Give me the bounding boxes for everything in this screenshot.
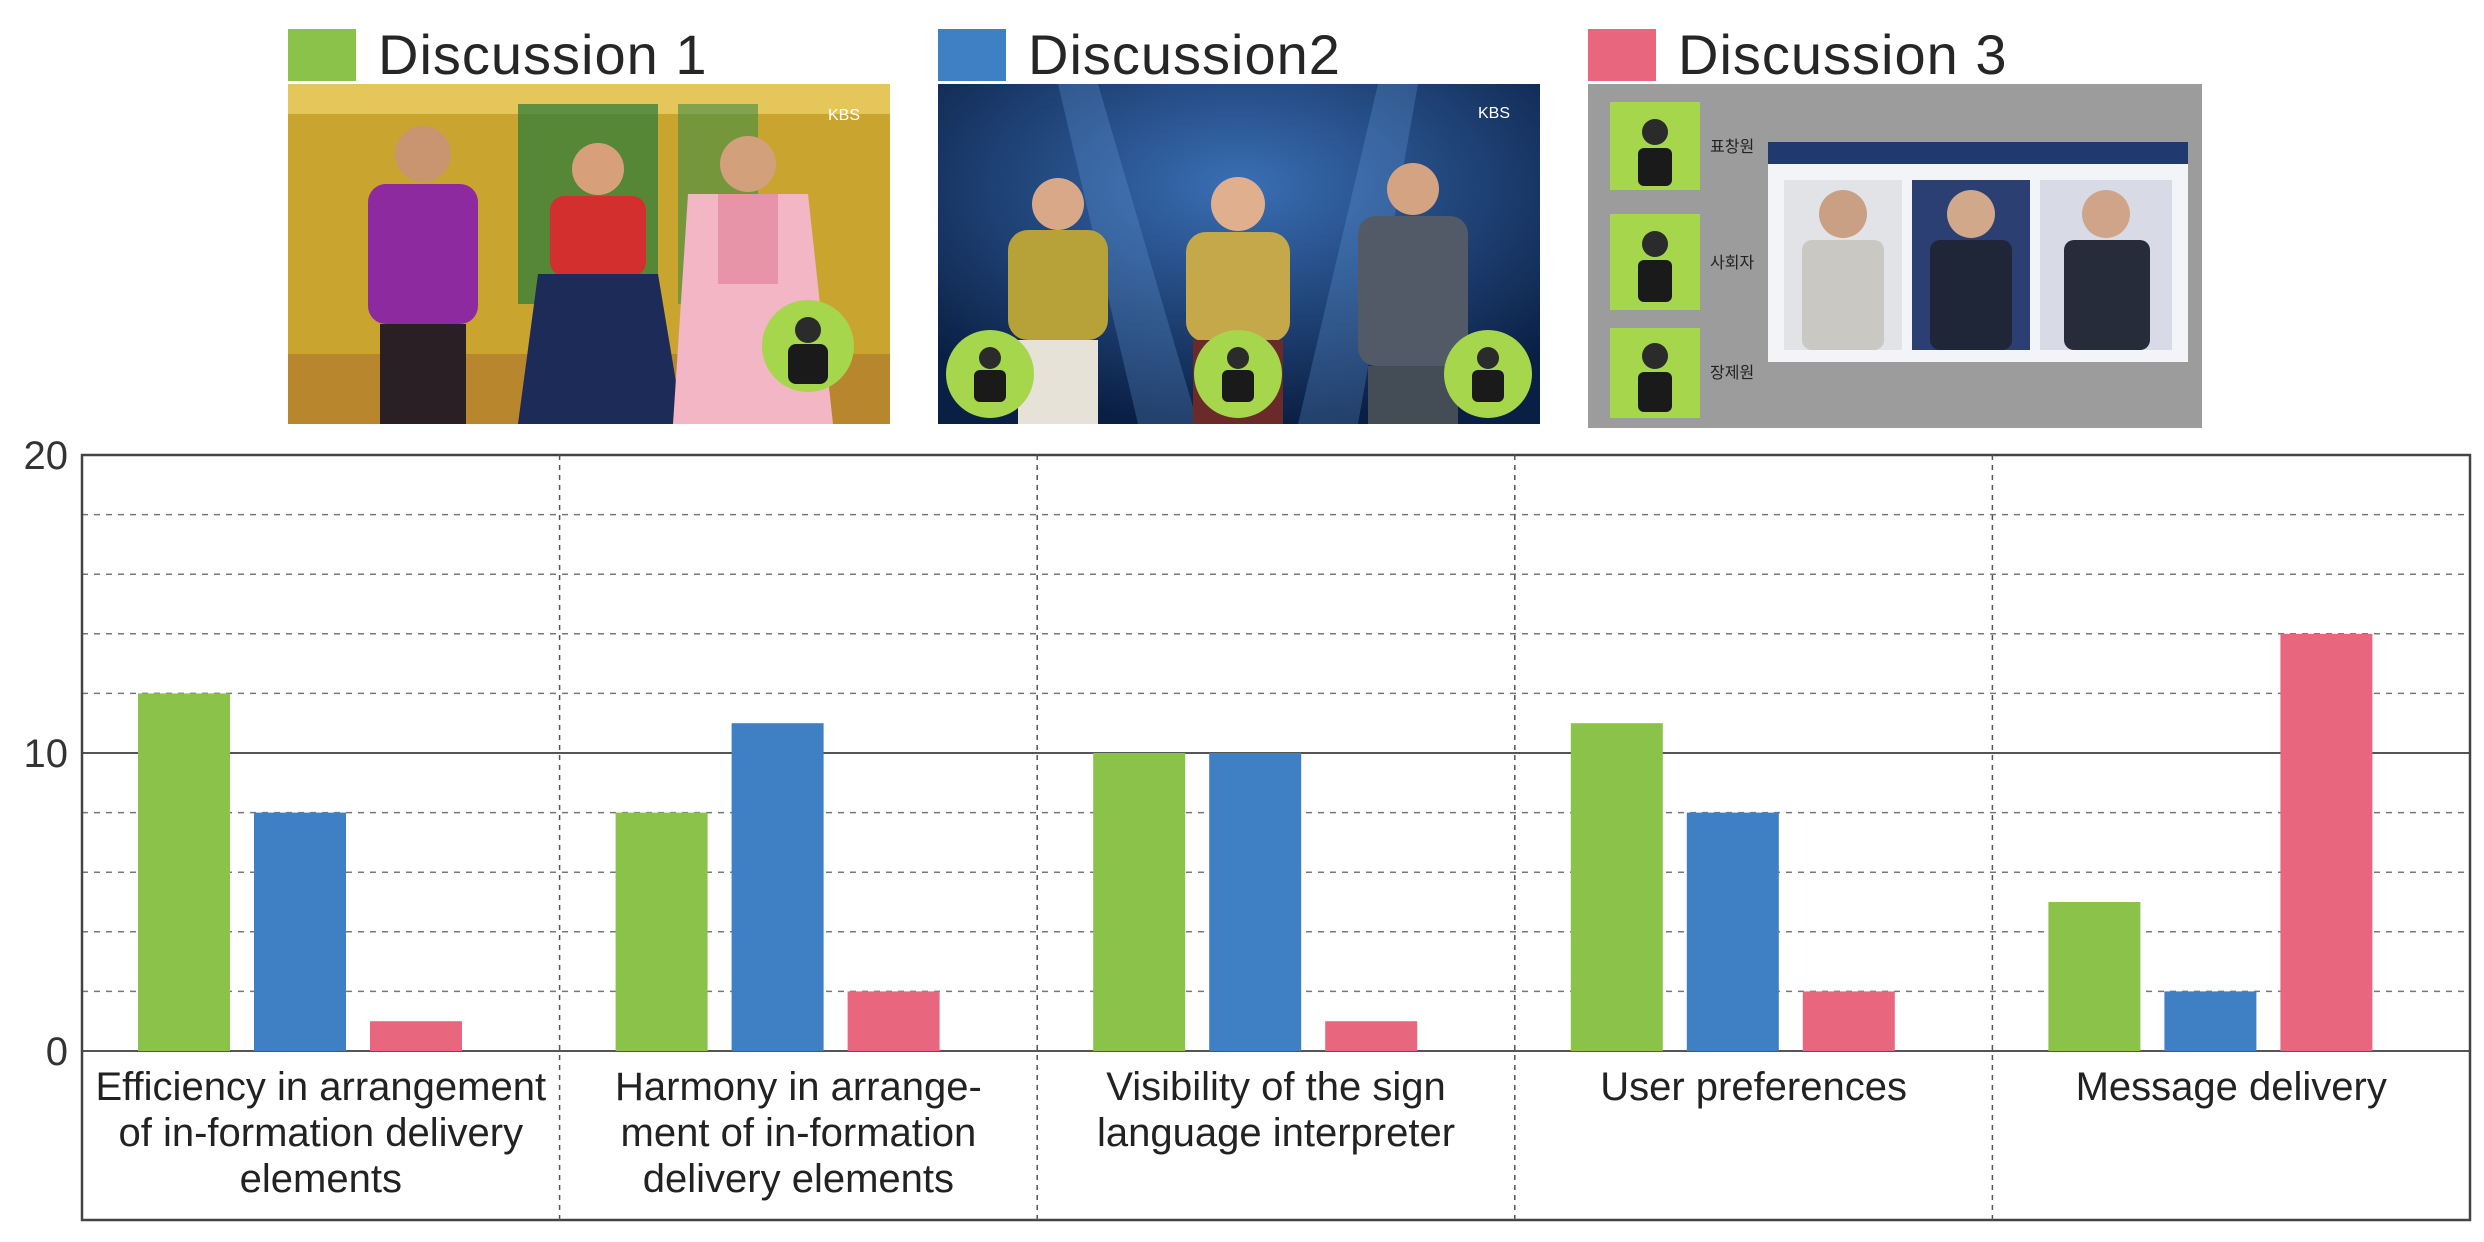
bar-3-cat-4 (1802, 991, 1895, 1051)
plot-frame (80, 453, 2472, 1222)
bar-2-cat-2 (731, 723, 824, 1051)
bar-1-cat-2 (615, 812, 708, 1051)
category-label: delivery elements (643, 1157, 954, 1201)
category-label: language interpreter (1097, 1111, 1455, 1155)
category-label: ment of in-formation (621, 1111, 977, 1155)
studio-scene-3: 표창원 사회자 장제원 (1588, 84, 2202, 428)
y-tick-label: 0 (46, 1030, 68, 1074)
category-label: elements (240, 1157, 402, 1201)
bar-3-cat-3 (1325, 1021, 1418, 1051)
legend-label: Discussion 3 (1678, 23, 2008, 86)
channel-badge: KBS (828, 107, 860, 124)
green-swatch-icon (288, 28, 356, 81)
category-label: User preferences (1600, 1065, 1907, 1109)
bar-1-cat-1 (138, 693, 230, 1051)
bar-2-cat-3 (1209, 753, 1302, 1051)
discussion-2-screenshot: KBS (938, 84, 1540, 424)
bar-3-cat-1 (370, 1021, 462, 1051)
interpreter-caption: 사회자 (1710, 253, 1754, 272)
bar-1-cat-4 (1570, 723, 1663, 1051)
bar-2-cat-4 (1686, 812, 1779, 1051)
legend-label: Discussion2 (1028, 23, 1341, 86)
interpreter-caption: 표창원 (1710, 137, 1754, 156)
legend-discussion-3: Discussion 3 (1588, 22, 2007, 87)
blue-swatch-icon (938, 28, 1006, 81)
bar-1-cat-3 (1093, 753, 1186, 1051)
studio-scene-1: KBS (288, 84, 890, 424)
y-tick-layer: 0 10 20 (24, 440, 69, 1074)
category-label: of in-formation delivery (118, 1111, 523, 1155)
legend-discussion-2: Discussion2 (938, 22, 1341, 87)
studio-scene-2: KBS (938, 84, 1540, 424)
category-label: Message delivery (2076, 1065, 2387, 1109)
category-label: Efficiency in arrangement (95, 1065, 546, 1109)
y-tick-label: 10 (24, 732, 69, 776)
legend-label: Discussion 1 (378, 23, 708, 86)
bar-2-cat-1 (254, 812, 346, 1051)
y-tick-label: 20 (24, 440, 69, 478)
bar-3-cat-5 (2280, 633, 2373, 1051)
channel-badge: KBS (1478, 105, 1510, 122)
pink-swatch-icon (1588, 28, 1656, 81)
interpreter-caption: 장제원 (1710, 363, 1754, 382)
bar-2-cat-5 (2164, 991, 2257, 1051)
discussion-3-screenshot: 표창원 사회자 장제원 (1588, 84, 2202, 428)
bar-1-cat-5 (2048, 902, 2141, 1051)
bar-3-cat-2 (847, 991, 940, 1051)
category-label: Harmony in arrange- (615, 1065, 982, 1109)
category-label: Visibility of the sign (1106, 1065, 1445, 1109)
bar-layer (138, 633, 2373, 1051)
discussion-1-screenshot: KBS (288, 84, 890, 424)
legend-discussion-1: Discussion 1 (288, 22, 707, 87)
